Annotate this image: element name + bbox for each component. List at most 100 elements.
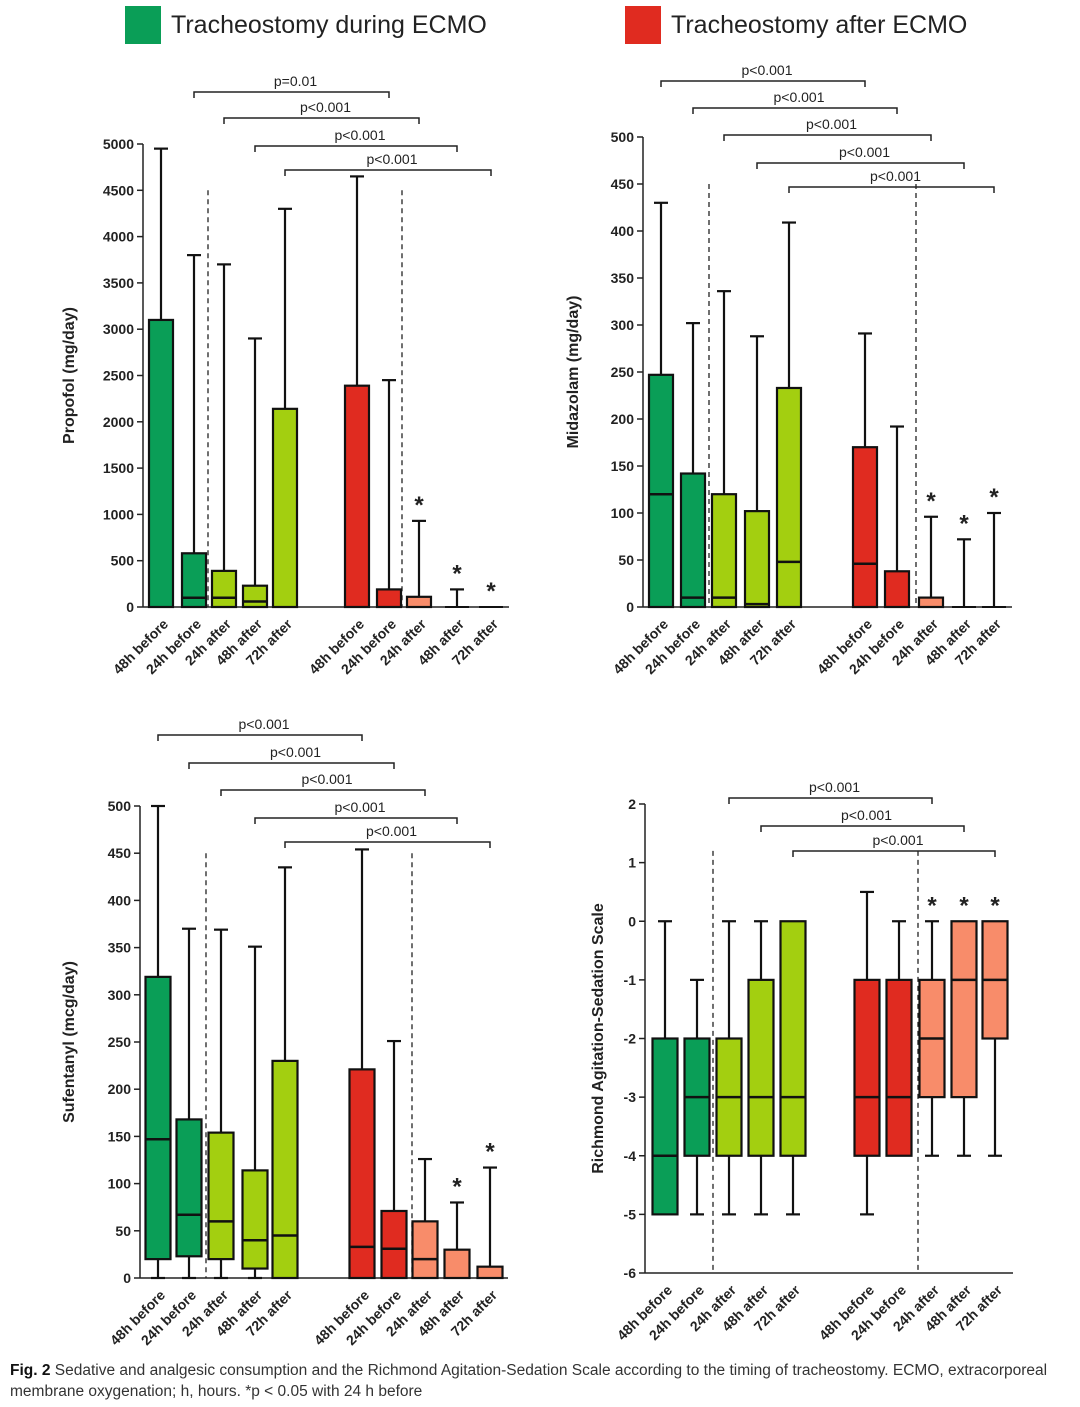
y-tick-label: 300 <box>611 317 635 333</box>
charts-svg: 0500100015002000250030003500400045005000… <box>61 62 1013 1348</box>
y-tick-label: -4 <box>624 1148 637 1164</box>
p-value-label: p=0.01 <box>274 73 317 89</box>
y-tick-label: 250 <box>611 364 635 380</box>
significance-star: * <box>959 510 969 537</box>
y-tick-label: 2 <box>628 796 636 812</box>
y-tick-label: -2 <box>624 1031 637 1047</box>
box-2 <box>207 1131 235 1261</box>
y-tick-label: 200 <box>108 1081 132 1097</box>
box-7 <box>917 596 945 609</box>
y-axis-title: Sufentanyl (mcg/day) <box>61 961 78 1123</box>
p-value-bracket <box>223 117 420 124</box>
p-value-bracket <box>188 762 395 769</box>
significance-star: * <box>414 492 424 519</box>
significance-star: * <box>959 892 969 919</box>
y-tick-label: 400 <box>108 892 132 908</box>
chart-panel-sufentanyl: 0 50 100 150 200 250 300 350 400 450 500 Sufentanyl… <box>61 716 508 1348</box>
box-5 <box>853 978 881 1157</box>
y-tick-label: 500 <box>108 798 132 814</box>
y-tick-label: 100 <box>611 505 635 521</box>
p-value-label: p<0.001 <box>873 832 924 848</box>
box-0 <box>144 975 172 1261</box>
y-tick-label: 500 <box>111 553 135 569</box>
y-tick-label: 100 <box>108 1176 132 1192</box>
y-tick-label: 4500 <box>103 182 134 198</box>
y-tick-label: 2000 <box>103 414 134 430</box>
p-value-label: p<0.001 <box>300 99 351 115</box>
legend-swatch-red <box>625 6 661 44</box>
caption-fig-label: Fig. 2 <box>10 1362 51 1379</box>
significance-star: * <box>486 578 496 605</box>
y-tick-label: 200 <box>611 411 635 427</box>
y-tick-label: 4000 <box>103 229 134 245</box>
box-4 <box>271 407 299 609</box>
y-axis-title: Richmond Agitation-Sedation Scale <box>590 903 607 1174</box>
p-value-label: p<0.001 <box>302 771 353 787</box>
y-tick-label: 0 <box>126 599 134 615</box>
p-value-bracket <box>760 825 965 832</box>
box-3 <box>241 1169 269 1270</box>
y-tick-label: 50 <box>618 552 634 568</box>
box-9 <box>476 1265 504 1280</box>
y-tick-label: 0 <box>628 913 636 929</box>
p-value-bracket <box>660 80 866 87</box>
significance-star: * <box>485 1139 495 1166</box>
y-axis-title: Midazolam (mg/day) <box>565 296 582 449</box>
y-tick-label: 150 <box>108 1128 132 1144</box>
y-tick-label: -3 <box>624 1089 637 1105</box>
p-value-bracket <box>723 134 932 141</box>
p-value-bracket <box>788 186 995 193</box>
box-2 <box>710 493 738 609</box>
box-1 <box>679 472 707 609</box>
y-tick-label: 500 <box>611 129 635 145</box>
y-tick-label: -1 <box>624 972 637 988</box>
significance-star: * <box>990 892 1000 919</box>
y-tick-label: -5 <box>624 1206 637 1222</box>
box-5 <box>348 1068 376 1280</box>
chart-panel-midazolam: 0 50 100 150 200 250 300 350 400 450 500 Midazolam … <box>565 62 1012 677</box>
y-tick-label: 150 <box>611 458 635 474</box>
p-value-label: p<0.001 <box>366 823 417 839</box>
box-7 <box>405 595 433 609</box>
p-value-label: p<0.001 <box>335 799 386 815</box>
y-tick-label: 250 <box>108 1034 132 1050</box>
significance-star: * <box>452 560 462 587</box>
y-tick-label: -6 <box>624 1265 637 1281</box>
p-value-bracket <box>284 169 492 176</box>
p-value-label: p<0.001 <box>806 116 857 132</box>
y-tick-label: 0 <box>123 1270 131 1286</box>
box-4 <box>775 386 803 609</box>
significance-star: * <box>927 892 937 919</box>
y-tick-label: 450 <box>108 845 132 861</box>
p-value-bracket <box>254 145 458 152</box>
y-tick-label: 350 <box>108 940 132 956</box>
legend-label: Tracheostomy during ECMO <box>171 10 487 39</box>
p-value-bracket <box>792 850 996 857</box>
p-value-label: p<0.001 <box>335 127 386 143</box>
y-tick-label: 0 <box>626 599 634 615</box>
p-value-bracket <box>254 817 458 824</box>
box-8 <box>950 920 978 1099</box>
y-tick-label: 3000 <box>103 321 134 337</box>
y-tick-label: 50 <box>115 1223 131 1239</box>
box-8 <box>443 1248 471 1280</box>
figure-caption: Fig. 2 Sedative and analgesic consumptio… <box>10 1360 1070 1402</box>
p-value-bracket <box>157 734 363 741</box>
p-value-bracket <box>284 841 491 848</box>
p-value-label: p<0.001 <box>742 62 793 78</box>
box-1 <box>175 1118 203 1258</box>
p-value-label: p<0.001 <box>870 168 921 184</box>
y-tick-label: 3500 <box>103 275 134 291</box>
box-4 <box>779 920 807 1157</box>
y-axis-title: Propofol (mg/day) <box>61 307 78 444</box>
p-value-label: p<0.001 <box>841 807 892 823</box>
box-4 <box>271 1059 299 1280</box>
box-6 <box>885 978 913 1157</box>
box-5 <box>343 384 371 609</box>
p-value-label: p<0.001 <box>239 716 290 732</box>
y-tick-label: 1500 <box>103 460 134 476</box>
box-6 <box>883 570 911 609</box>
box-0 <box>651 1037 679 1216</box>
caption-text: Sedative and analgesic consumption and t… <box>10 1362 1048 1400</box>
